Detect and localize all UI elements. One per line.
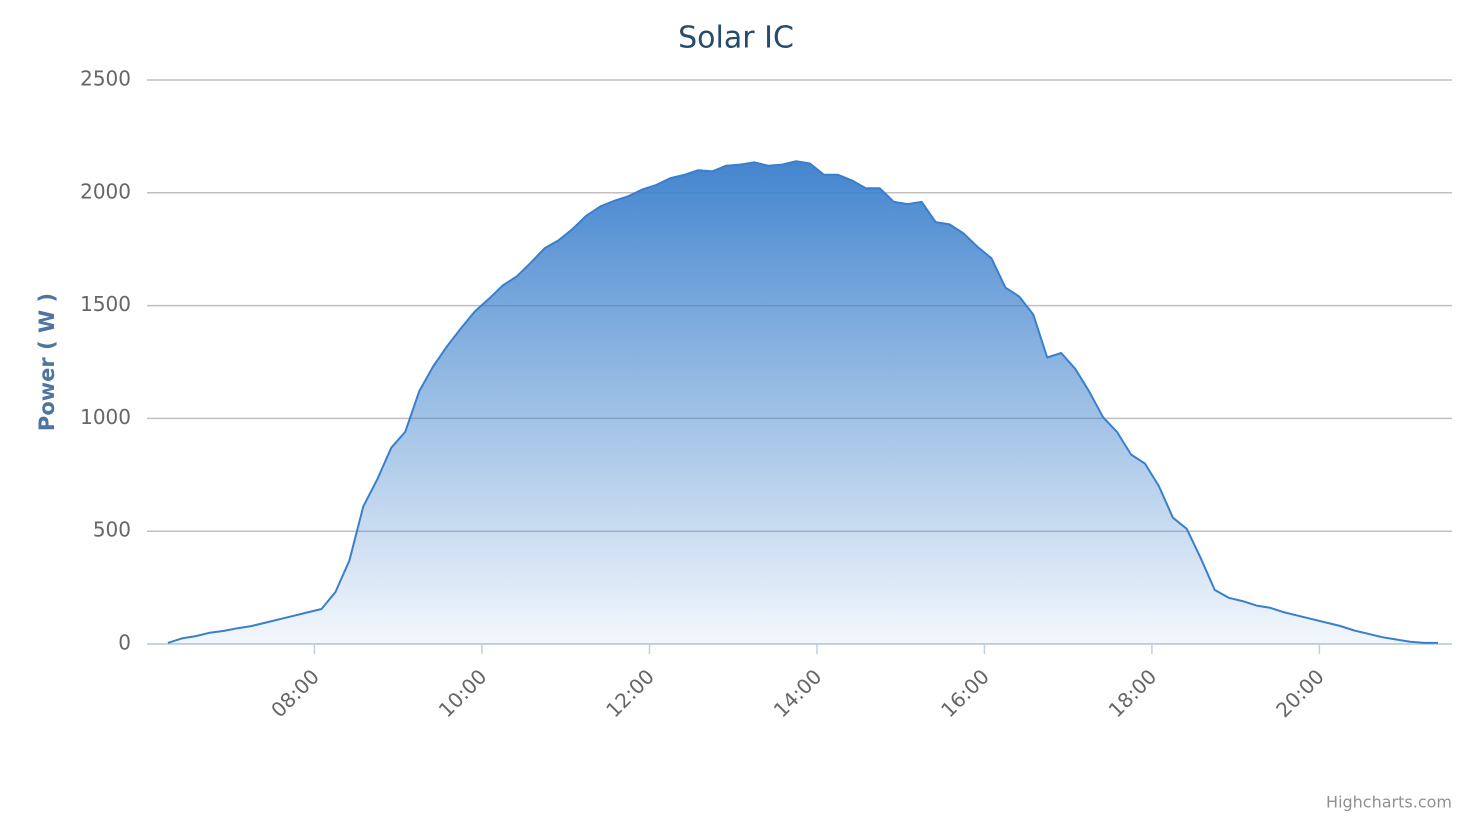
y-tick-label: 2000 [80, 179, 131, 203]
x-tick-label: 08:00 [266, 664, 324, 722]
y-tick-label: 1000 [80, 405, 131, 429]
x-tick-label: 14:00 [769, 664, 827, 722]
y-axis-label: Power ( W ) [35, 293, 59, 431]
x-tick-label: 10:00 [434, 664, 492, 722]
x-tick-label: 12:00 [601, 664, 659, 722]
y-tick-label: 0 [118, 631, 131, 655]
area-fill [167, 161, 1439, 644]
x-tick-label: 20:00 [1271, 664, 1329, 722]
credits: Highcharts.com [1326, 793, 1452, 812]
chart-title: Solar IC [678, 21, 794, 56]
y-tick-label: 2500 [80, 67, 131, 91]
x-tick-label: 18:00 [1104, 664, 1162, 722]
y-tick-label: 1500 [80, 292, 131, 316]
x-tick-label: 16:00 [936, 664, 994, 722]
area-line [167, 160, 1438, 644]
y-tick-label: 500 [93, 518, 131, 542]
